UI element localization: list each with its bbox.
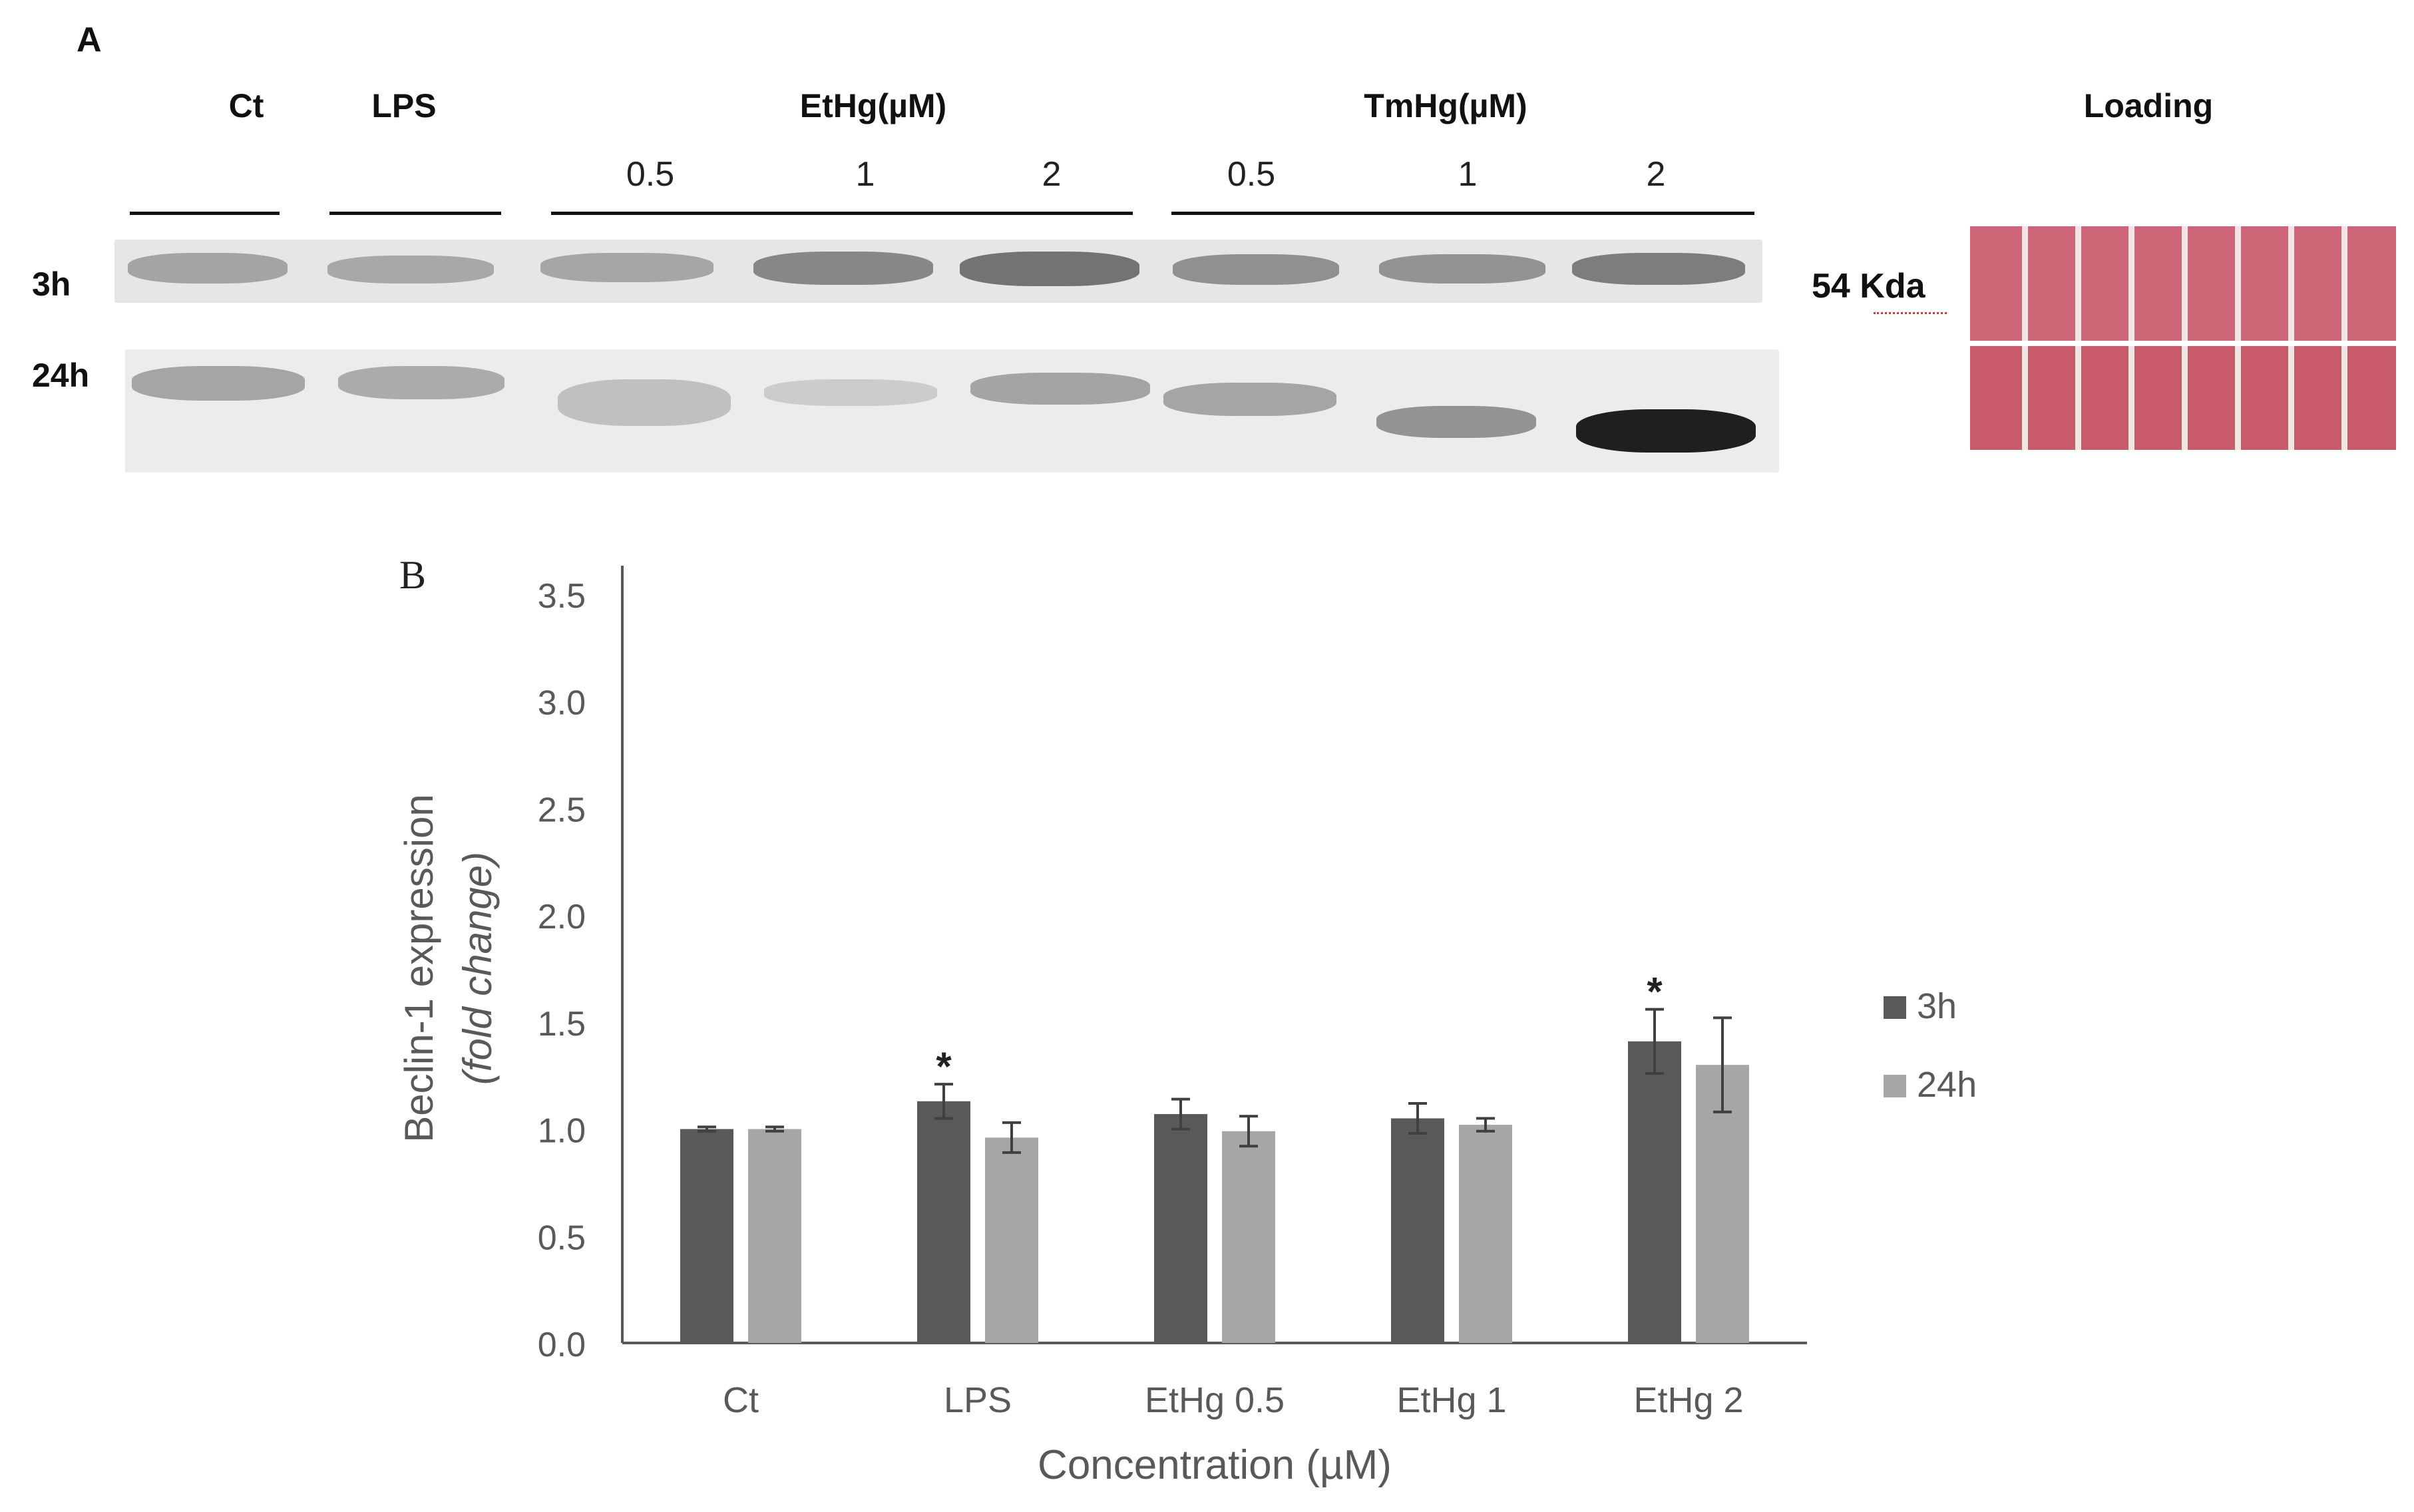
blot-band: [1572, 253, 1745, 285]
legend-label-3h: 3h: [1917, 986, 1957, 1026]
blot-band: [132, 366, 305, 401]
group-underline-ct: [130, 212, 280, 215]
group-label-tmhg: TmHg(µM): [1364, 87, 1527, 124]
blot-band: [1379, 254, 1545, 284]
y-tick-label: 0.5: [538, 1219, 586, 1257]
loading-control-bottom: [1970, 346, 2396, 450]
group-label-lps: LPS: [371, 87, 437, 124]
lane-divider: [2288, 346, 2294, 450]
y-tick-label: 1.5: [538, 1005, 586, 1043]
blot-band: [327, 256, 494, 284]
loading-control-top: [1970, 226, 2396, 341]
dose-label: 2: [1646, 155, 1666, 194]
lane-divider: [2075, 346, 2081, 450]
lane-divider: [2075, 226, 2081, 341]
group-label-ethg: EtHg(µM): [799, 87, 947, 124]
blot-band: [338, 366, 504, 399]
lane-divider: [2235, 346, 2241, 450]
blot-band: [1576, 409, 1756, 453]
y-tick-label: 3.0: [538, 684, 586, 723]
x-tick-label: EtHg 1: [1396, 1380, 1506, 1420]
group-underline-tmhg: [1171, 212, 1754, 215]
bar-3h: [680, 1129, 733, 1343]
dose-label: 0.5: [626, 155, 675, 194]
lane-divider: [2022, 226, 2028, 341]
significance-marker: *: [936, 1044, 952, 1089]
bar-3h: [1391, 1118, 1444, 1343]
blot-band: [753, 252, 933, 285]
marker-underline-squiggle: [1874, 309, 1947, 314]
row-label-3h: 3h: [32, 266, 71, 303]
blot-24h: [125, 349, 1779, 472]
legend-swatch-3h: [1884, 996, 1906, 1019]
bar-3h: [1154, 1114, 1207, 1343]
blot-band: [764, 379, 937, 406]
panel-a-label: A: [77, 21, 102, 59]
blot-band: [1376, 406, 1536, 438]
blot-band: [1173, 254, 1339, 285]
lane-divider: [2235, 226, 2241, 341]
bar-chart: 0.0 0.5 1.0 1.5 2.0 2.5 3.0 3.5 Ct LPS * EtHg 0.5 Et…: [397, 566, 1977, 1488]
bar-24h: [1222, 1131, 1275, 1343]
lane-divider: [2341, 226, 2347, 341]
lane-divider: [2341, 346, 2347, 450]
y-tick-label: 1.0: [538, 1112, 586, 1151]
legend-label-24h: 24h: [1917, 1065, 1977, 1105]
y-axis-label: Beclin-1 expression: [397, 794, 441, 1143]
bar-3h: [1628, 1041, 1681, 1343]
lane-divider: [2182, 346, 2188, 450]
group-label-ct: Ct: [228, 87, 264, 124]
loading-label: Loading: [2083, 87, 2214, 124]
y-tick-label: 3.5: [538, 577, 586, 616]
dose-label: 1: [1458, 155, 1478, 194]
blot-band: [960, 252, 1139, 286]
lane-divider: [2022, 346, 2028, 450]
marker-label: 54 Kda: [1812, 267, 1925, 305]
x-tick-label: EtHg 2: [1633, 1380, 1743, 1420]
bar-3h: [917, 1101, 970, 1343]
group-underline-lps: [329, 212, 501, 215]
dose-label: 0.5: [1227, 155, 1276, 194]
x-tick-label: LPS: [944, 1380, 1012, 1420]
panel-b-label: B: [399, 553, 427, 597]
blot-band: [970, 373, 1150, 405]
bar-24h: [748, 1129, 801, 1343]
x-tick-label: Ct: [723, 1380, 759, 1420]
lane-divider: [2128, 226, 2134, 341]
y-tick-label: 2.5: [538, 791, 586, 829]
y-axis-label-sub: (fold change): [455, 852, 500, 1085]
x-tick-label: EtHg 0.5: [1145, 1380, 1285, 1420]
group-underline-ethg: [551, 212, 1133, 215]
dose-label: 1: [855, 155, 875, 194]
x-axis-label: Concentration (µM): [1038, 1442, 1392, 1488]
blot-band: [558, 379, 731, 426]
blot-band: [540, 253, 713, 282]
blot-band: [1163, 383, 1336, 416]
blot-3h: [114, 240, 1762, 303]
lane-divider: [2182, 226, 2188, 341]
chart-plot-area: 0.0 0.5 1.0 1.5 2.0 2.5 3.0 3.5 Ct LPS * EtHg 0.5 Et…: [538, 566, 1977, 1420]
y-tick-label: 0.0: [538, 1326, 586, 1364]
row-label-24h: 24h: [32, 357, 90, 394]
bar-24h: [1459, 1125, 1512, 1343]
blot-band: [128, 253, 288, 284]
lane-divider: [2288, 226, 2294, 341]
lane-divider: [2128, 346, 2134, 450]
significance-marker: *: [1647, 970, 1663, 1014]
bar-24h: [985, 1137, 1038, 1343]
dose-label: 2: [1042, 155, 1062, 194]
y-tick-label: 2.0: [538, 898, 586, 936]
legend-swatch-24h: [1884, 1075, 1906, 1097]
